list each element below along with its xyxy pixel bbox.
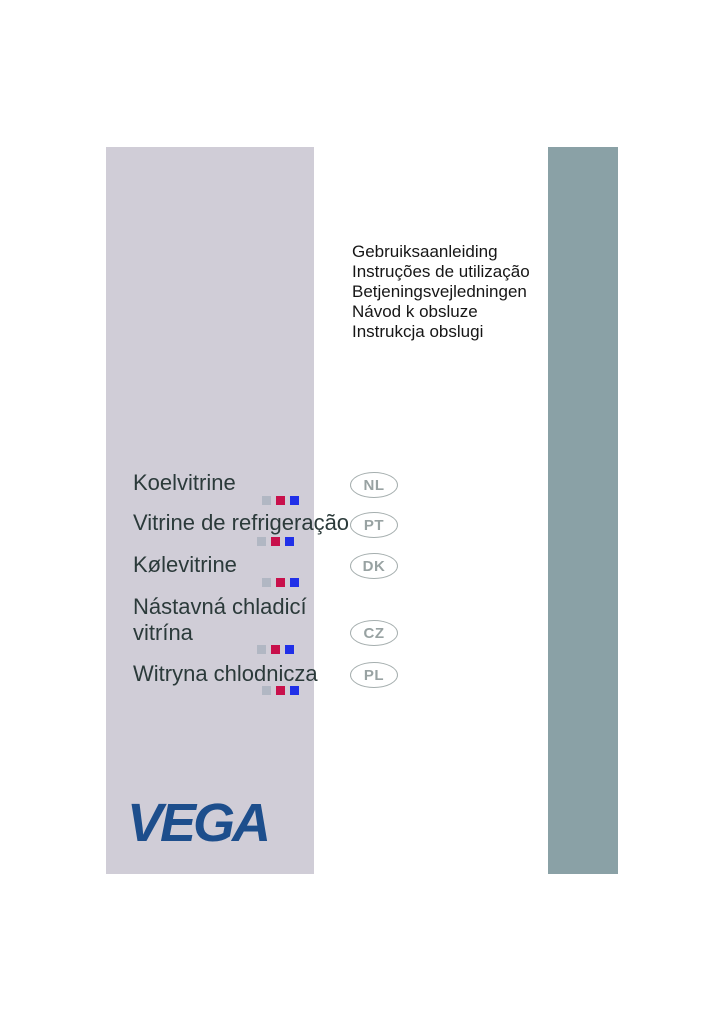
title-line-czech: Návod k obsluze [352, 302, 478, 321]
lang-badge-dk: DK [350, 553, 398, 579]
lang-badge-pt: PT [350, 512, 398, 538]
product-name-pl: Witryna chlodnicza [133, 661, 318, 686]
vega-logo: VEGA [127, 793, 271, 853]
gray-square-icon [262, 496, 271, 505]
blue-square-icon [285, 645, 294, 654]
flag-squares [257, 537, 294, 546]
gray-square-icon [262, 686, 271, 695]
title-line-polish: Instrukcja obslugi [352, 322, 484, 341]
manual-title-block: Gebruiksaanleiding Instruções de utiliza… [352, 242, 530, 342]
product-name-cz: Nástavná chladicí vitrína [133, 594, 307, 646]
red-square-icon [276, 496, 285, 505]
lang-badge-cz: CZ [350, 620, 398, 646]
gray-square-icon [257, 645, 266, 654]
flag-squares [262, 578, 299, 587]
product-name-pt: Vitrine de refrigeração [133, 510, 350, 535]
red-square-icon [271, 645, 280, 654]
blue-square-icon [285, 537, 294, 546]
blue-square-icon [290, 578, 299, 587]
lang-badge-pl: PL [350, 662, 398, 688]
blue-square-icon [290, 496, 299, 505]
title-line-danish: Betjeningsvejledningen [352, 282, 527, 301]
right-accent-band [548, 147, 618, 874]
red-square-icon [276, 578, 285, 587]
flag-squares [262, 686, 299, 695]
gray-square-icon [257, 537, 266, 546]
gray-square-icon [262, 578, 271, 587]
flag-squares [262, 496, 299, 505]
lang-badge-nl: NL [350, 472, 398, 498]
red-square-icon [276, 686, 285, 695]
left-accent-band [106, 147, 314, 874]
product-name-dk: Kølevitrine [133, 552, 237, 577]
product-name-cz-line1: Nástavná chladicí [133, 594, 307, 619]
product-name-cz-line2: vitrína [133, 620, 193, 645]
blue-square-icon [290, 686, 299, 695]
product-name-nl: Koelvitrine [133, 470, 236, 495]
title-line-portuguese: Instruções de utilização [352, 262, 530, 281]
flag-squares [257, 645, 294, 654]
title-line-dutch: Gebruiksaanleiding [352, 242, 498, 261]
red-square-icon [271, 537, 280, 546]
